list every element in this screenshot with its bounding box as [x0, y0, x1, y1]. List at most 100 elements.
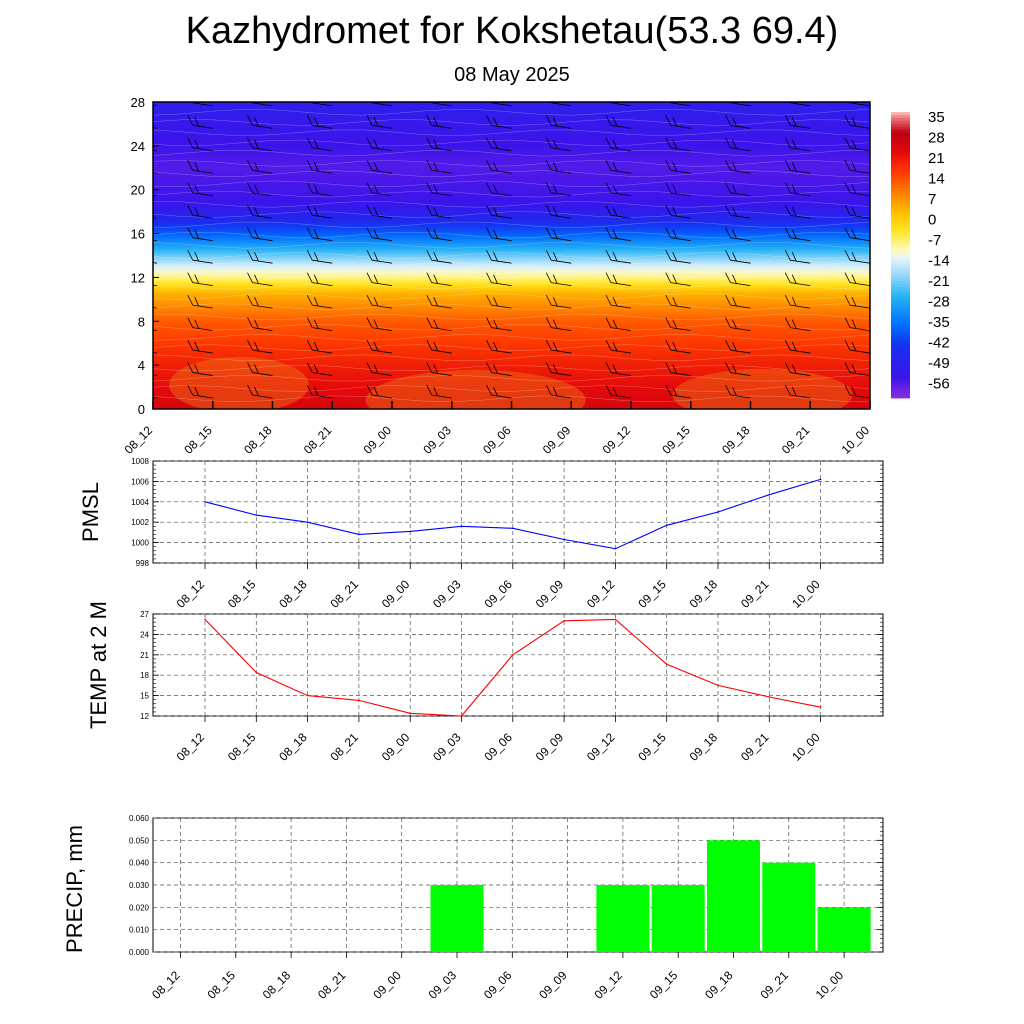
- wind-barb-flag: [851, 252, 857, 262]
- wind-barb: [665, 249, 691, 264]
- wind-barb-flag: [254, 296, 259, 307]
- wind-barb: [725, 115, 751, 129]
- wind-barb-flag: [187, 182, 194, 193]
- wind-barb-staff: [610, 147, 632, 152]
- wind-barb-flag: [493, 207, 498, 217]
- wind-barb-staff: [790, 214, 811, 219]
- plot-frame: [152, 460, 884, 564]
- colorbar-segment: [891, 173, 910, 177]
- wind-barb: [545, 272, 572, 287]
- colorbar-segment: [891, 327, 910, 332]
- wind-barb: [366, 317, 393, 332]
- wind-barb-flag: [254, 274, 259, 284]
- wind-barb-staff: [849, 349, 870, 354]
- wind-barb: [247, 384, 273, 399]
- colorbar-segment: [891, 199, 910, 203]
- colorbar-segment: [891, 138, 910, 142]
- wind-barb-staff: [252, 214, 273, 219]
- colorbar-segment: [891, 383, 910, 387]
- colorbar-segment: [891, 368, 910, 373]
- colorbar-segment: [891, 316, 910, 320]
- wind-barb-flag: [373, 341, 379, 352]
- wind-barb-flag: [132, 115, 137, 125]
- wind-barb-flag: [373, 207, 379, 217]
- wind-barb: [366, 362, 393, 376]
- wind-barb-flag: [139, 297, 143, 306]
- wind-barb: [366, 160, 393, 174]
- wind-barb-flag: [306, 182, 313, 193]
- x-tick-label: 09_06: [481, 730, 515, 764]
- heat-x-tick-label: 09_12: [600, 423, 634, 457]
- wind-barb-flag: [605, 362, 612, 373]
- wind-barb: [426, 137, 452, 152]
- wind-barb-staff: [192, 372, 213, 376]
- wind-barb-flag: [665, 317, 672, 328]
- wind-barb-staff: [670, 192, 691, 197]
- x-tick-label: 09_09: [533, 730, 567, 764]
- wind-barb-staff: [790, 102, 811, 107]
- isotherm-line: [153, 364, 870, 372]
- wind-barb-flag: [545, 137, 552, 148]
- colorbar-segment: [891, 322, 910, 326]
- wind-barb-flag: [132, 295, 137, 305]
- wind-barb-staff: [431, 282, 452, 287]
- wind-barb-flag: [433, 386, 439, 397]
- wind-barb-flag: [725, 339, 731, 351]
- wind-barb-staff: [730, 304, 751, 309]
- colorbar-segment: [891, 112, 910, 116]
- data-point: [563, 538, 565, 541]
- wind-barb-flag: [665, 339, 672, 351]
- wind-barb-flag: [486, 317, 492, 328]
- wind-barb-staff: [312, 124, 333, 129]
- wind-barb-flag: [373, 252, 379, 262]
- wind-barb-staff: [371, 394, 393, 399]
- wind-barb-flag: [791, 274, 797, 284]
- wind-barb-flag: [493, 252, 498, 262]
- wind-barb: [306, 294, 333, 309]
- wind-barb-flag: [139, 342, 143, 351]
- wind-barb-flag: [493, 341, 498, 352]
- wind-barb-staff: [431, 102, 452, 107]
- precip-bar: [707, 840, 760, 952]
- wind-barb-flag: [486, 339, 492, 351]
- data-point: [819, 478, 822, 481]
- wind-barb: [247, 317, 273, 332]
- wind-barb-staff: [610, 237, 632, 242]
- isotherm-line: [153, 149, 870, 157]
- data-point: [512, 654, 514, 656]
- heat-x-tick-label: 09_03: [420, 423, 454, 457]
- heat-fill: [153, 102, 870, 409]
- wind-barb-flag: [791, 207, 797, 217]
- wind-barb-staff: [312, 214, 333, 219]
- wind-barb-staff: [491, 169, 512, 174]
- colorbar-label: -49: [928, 355, 950, 372]
- wind-barb-flag: [247, 227, 253, 238]
- wind-barb-flag: [313, 341, 319, 352]
- wind-barb-flag: [247, 137, 253, 148]
- colorbar-segment: [891, 219, 910, 224]
- data-point: [204, 618, 206, 621]
- wind-barb-staff: [790, 169, 811, 174]
- wind-barb-staff: [670, 282, 691, 287]
- data-point: [255, 514, 258, 516]
- wind-barb-flag: [194, 252, 200, 262]
- wind-barb-staff: [192, 124, 213, 129]
- wind-barb-staff: [491, 394, 512, 399]
- wind-barb: [545, 362, 572, 376]
- wind-barb-flag: [672, 229, 678, 239]
- wind-barb-flag: [725, 272, 731, 283]
- precip-bar: [762, 862, 816, 952]
- isotherm-line: [153, 129, 870, 136]
- wind-barb-flag: [373, 229, 379, 239]
- heat-y-tick-label: 8: [138, 314, 145, 329]
- wind-barb-flag: [187, 137, 194, 148]
- y-tick-label: 0.020: [129, 903, 150, 912]
- wind-barb-staff: [252, 192, 273, 197]
- wind-barb: [784, 339, 811, 354]
- wind-barb-flag: [493, 229, 498, 239]
- wind-barb: [247, 249, 273, 264]
- wind-barb-flag: [247, 272, 253, 283]
- wind-barb: [366, 294, 393, 309]
- wind-barb-staff: [252, 327, 273, 332]
